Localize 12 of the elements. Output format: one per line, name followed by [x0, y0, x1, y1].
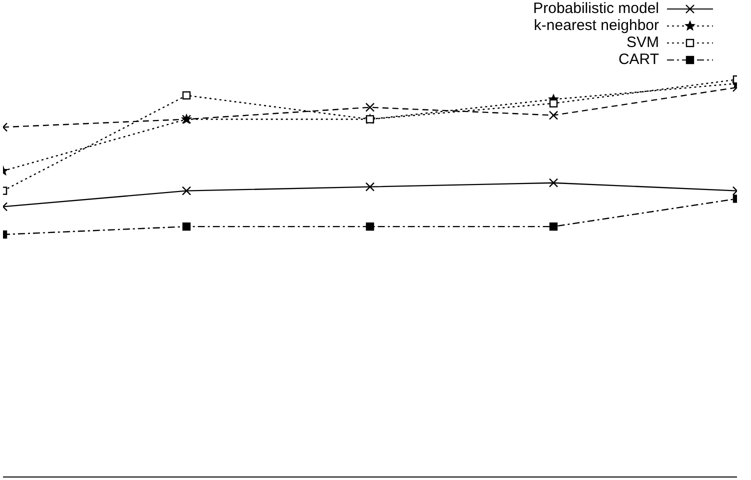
legend-label: CART	[618, 51, 659, 68]
point	[365, 102, 375, 112]
legend-label: Probabilistic model	[533, 0, 659, 17]
point	[549, 222, 558, 231]
point	[365, 182, 375, 192]
legend-label: k-nearest neighbor	[534, 17, 659, 34]
point	[548, 178, 558, 188]
point	[182, 222, 191, 231]
point	[182, 186, 192, 196]
point	[366, 222, 374, 231]
point	[548, 110, 558, 120]
legend-label: SVM	[626, 34, 659, 51]
